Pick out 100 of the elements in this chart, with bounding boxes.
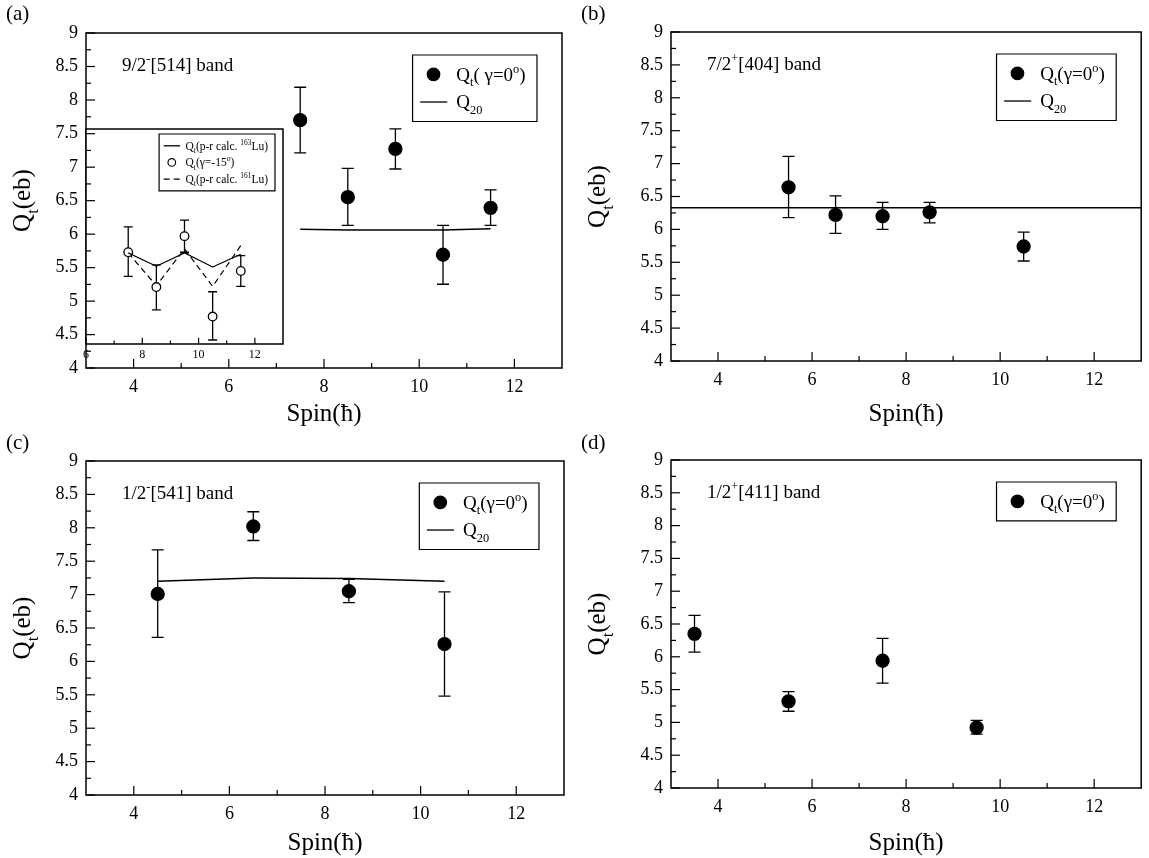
- x-tick-label: 12: [507, 802, 526, 823]
- x-tick-label: 4: [713, 795, 723, 816]
- x-tick-label: 8: [901, 795, 911, 816]
- point: [875, 209, 890, 224]
- y-tick-label: 8: [654, 514, 663, 535]
- y-tick-label: 9: [69, 449, 78, 470]
- y-tick-label: 6: [654, 218, 663, 239]
- y-tick-label: 7.5: [640, 119, 663, 140]
- y-tick-label: 7.5: [55, 122, 78, 143]
- y-tick-label: 6: [69, 222, 78, 243]
- y-tick-label: 7: [69, 155, 78, 176]
- x-tick-label: 6: [807, 368, 817, 389]
- y-tick-label: 8.5: [55, 55, 78, 76]
- y-tick-label: 9: [654, 20, 663, 41]
- point: [435, 247, 451, 262]
- x-tick-label: 4: [713, 368, 723, 389]
- y-tick-label: 6: [69, 650, 78, 671]
- y-tick-label: 6.5: [640, 612, 663, 633]
- point: [340, 190, 355, 205]
- y-tick-label: 5.5: [55, 683, 78, 704]
- point: [875, 653, 890, 668]
- y-tick-label: 8: [654, 86, 663, 107]
- y-tick-label: 7: [654, 579, 663, 600]
- point: [483, 200, 498, 216]
- y-tick-label: 9: [654, 448, 663, 469]
- point: [235, 266, 246, 276]
- point: [207, 311, 218, 322]
- point: [922, 205, 937, 220]
- point: [437, 636, 452, 652]
- y-tick-label: 7.5: [640, 547, 663, 568]
- y-tick-label: 7: [69, 583, 78, 604]
- x-tick-label: 8: [319, 375, 329, 396]
- x-tick-label: 8: [320, 802, 330, 823]
- x-tick-label: 6: [224, 375, 234, 396]
- point: [151, 282, 162, 293]
- y-tick-label: 5.5: [640, 251, 663, 272]
- y-tick-label: 5.5: [640, 678, 663, 699]
- y-tick-label: 5.5: [55, 256, 78, 277]
- y-tick-label: 6.5: [55, 616, 78, 637]
- annotation: 9/2-[514] band: [122, 52, 234, 75]
- y-tick-label: 5: [654, 283, 663, 304]
- x-tick-label: 8: [901, 368, 911, 389]
- y-tick-label: 8.5: [640, 481, 663, 502]
- x-tick-label: 6: [807, 795, 817, 816]
- y-tick-label: 6: [654, 645, 663, 666]
- x-tick-label: 12: [248, 347, 261, 362]
- y-tick-label: 4: [654, 776, 663, 797]
- x-tick-label: 10: [411, 802, 430, 823]
- y-tick-label: 7: [654, 152, 663, 173]
- chart-title: (a): [6, 1, 30, 25]
- x-tick-label: 4: [129, 375, 139, 396]
- chart-title: (c): [6, 430, 30, 454]
- y-tick-label: 6.5: [640, 185, 663, 206]
- x-tick-label: 6: [224, 802, 234, 823]
- y-axis-title: Qt(eb): [583, 165, 617, 228]
- y-tick-label: 8.5: [640, 53, 663, 74]
- y-axis-title: Qt(eb): [8, 596, 42, 660]
- y-axis-title: Qt(eb): [8, 169, 42, 232]
- x-tick-label: 12: [505, 375, 524, 396]
- x-axis-title: Spin(ħ): [287, 828, 363, 856]
- point: [687, 626, 702, 641]
- x-axis-title: Spin(ħ): [868, 399, 944, 427]
- y-tick-label: 8: [69, 88, 78, 109]
- x-axis-title: Spin(ħ): [286, 399, 362, 427]
- y-tick-label: 8: [69, 516, 78, 537]
- annotation: 1/2+[411] band: [707, 479, 821, 502]
- y-tick-label: 5: [69, 289, 78, 310]
- point: [828, 207, 843, 223]
- point: [246, 519, 261, 534]
- annotation: 7/2+[404] band: [707, 51, 822, 74]
- point: [781, 180, 796, 195]
- point: [179, 231, 190, 242]
- chart-title: (d): [581, 430, 606, 454]
- y-tick-label: 4.5: [640, 743, 663, 764]
- y-axis-title: Qt(eb): [583, 592, 617, 656]
- x-tick-label: 10: [991, 368, 1010, 389]
- y-tick-label: 4.5: [55, 323, 78, 344]
- chart-title: (b): [581, 1, 606, 25]
- annotation: 1/2-[541] band: [122, 480, 234, 503]
- y-tick-label: 6.5: [55, 189, 78, 210]
- point: [1016, 239, 1031, 254]
- x-axis-title: Spin(ħ): [868, 828, 944, 856]
- y-tick-label: 5: [69, 716, 78, 737]
- x-tick-label: 10: [192, 347, 205, 362]
- y-tick-label: 5: [654, 711, 663, 732]
- y-tick-label: 4.5: [55, 750, 78, 771]
- x-tick-label: 4: [129, 802, 139, 823]
- y-tick-label: 9: [69, 21, 78, 42]
- point: [293, 112, 308, 128]
- x-tick-label: 10: [991, 795, 1010, 816]
- y-tick-label: 7.5: [55, 549, 78, 570]
- x-tick-label: 10: [410, 375, 429, 396]
- x-tick-label: 12: [1085, 795, 1104, 816]
- y-tick-label: 8.5: [55, 483, 78, 504]
- x-tick-label: 12: [1085, 368, 1104, 389]
- point: [341, 584, 357, 599]
- point: [388, 141, 403, 157]
- point: [150, 586, 165, 602]
- y-tick-label: 4.5: [640, 316, 663, 337]
- x-tick-label: 8: [139, 347, 146, 362]
